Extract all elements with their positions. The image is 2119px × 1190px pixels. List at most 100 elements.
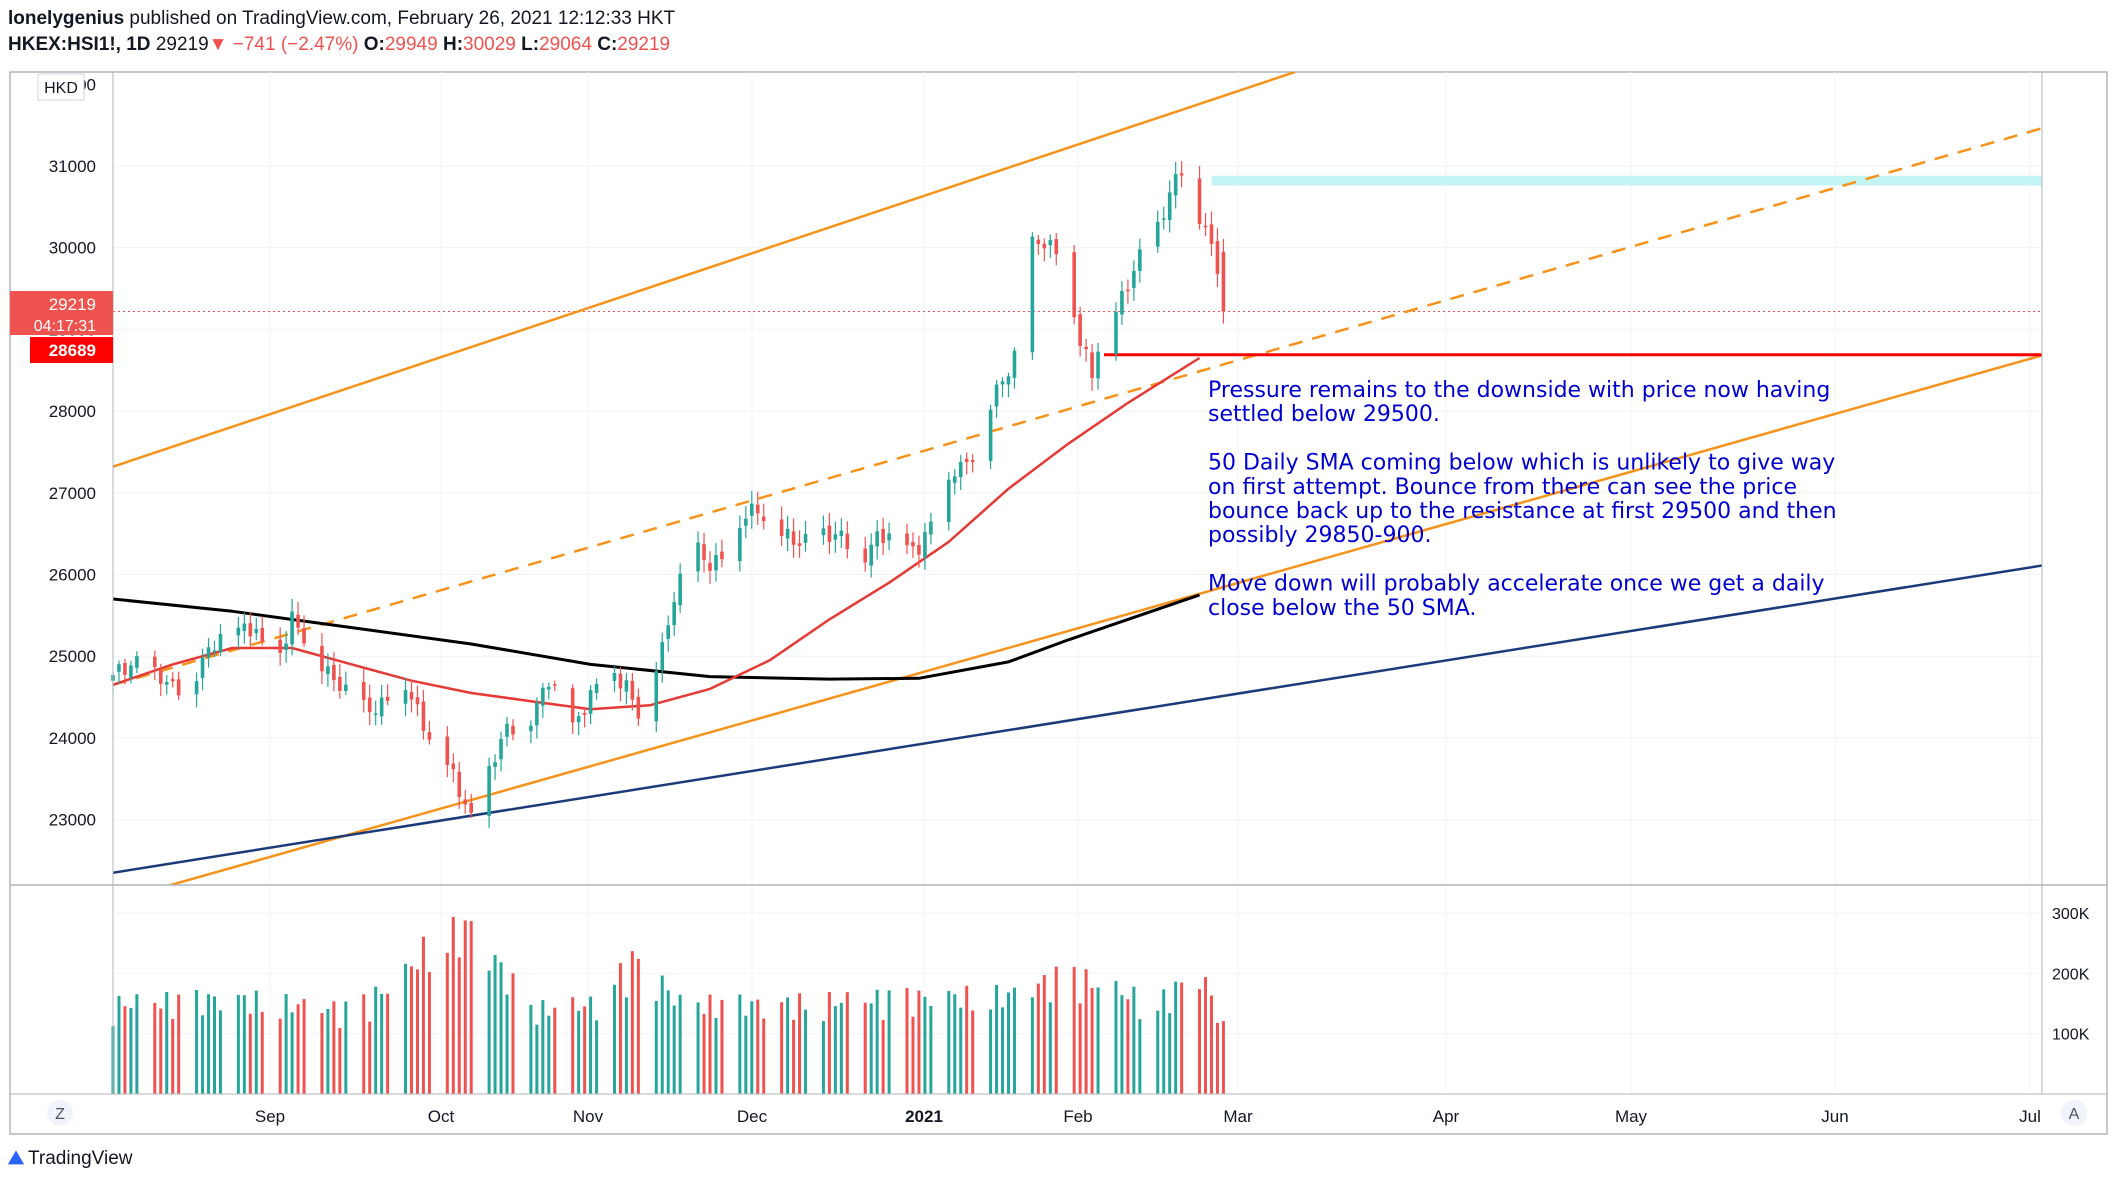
volume-bar <box>720 999 724 1094</box>
volume-bar <box>827 992 831 1094</box>
volume-bar <box>995 984 999 1094</box>
volume-bar <box>511 973 515 1094</box>
candle-body <box>714 554 718 571</box>
volume-bar <box>338 1028 342 1094</box>
candle-body <box>755 504 760 514</box>
annotation-line: 50 Daily SMA coming below which is unlik… <box>1208 451 1835 476</box>
candle-body <box>493 762 497 767</box>
candle-body <box>487 765 491 817</box>
candle-body <box>761 516 766 522</box>
annotation-line: settled below 29500. <box>1208 402 1440 427</box>
author-name[interactable]: lonelygenius <box>8 8 125 29</box>
candle-body <box>427 731 432 740</box>
candle-body <box>1048 240 1053 246</box>
volume-bar <box>201 1015 205 1094</box>
volume-bar <box>177 994 181 1094</box>
countdown-tag: 04:17:31 <box>34 318 96 335</box>
candle-body <box>797 543 802 546</box>
sma200-line <box>113 593 1200 681</box>
y-tick-label: 27000 <box>49 484 96 503</box>
volume-bar <box>833 1006 837 1094</box>
channel-mid-dashed-line <box>113 126 2042 687</box>
x-tick-label: Jun <box>1821 1107 1848 1126</box>
candle-body <box>827 525 832 542</box>
tradingview-logo[interactable]: ⛰ TradingView <box>8 1148 133 1170</box>
volume-bar <box>487 970 491 1094</box>
candle-body <box>552 684 557 686</box>
candle-body <box>135 656 139 668</box>
volume-bars <box>111 916 1225 1094</box>
candle-body <box>332 664 336 681</box>
volume-bar <box>666 990 670 1094</box>
symbol-label[interactable]: HKEX:HSI1!, 1D <box>8 34 151 55</box>
candle-body <box>1012 350 1017 378</box>
volume-bar <box>989 1009 993 1094</box>
volume-bar <box>410 966 413 1094</box>
x-tick-label: Oct <box>428 1107 455 1126</box>
candle-body <box>905 533 909 546</box>
candle-body <box>720 551 724 560</box>
x-tick-label: Mar <box>1223 1107 1253 1126</box>
candle-body <box>152 656 157 667</box>
trend-lines <box>113 72 2042 885</box>
volume-bar <box>195 990 199 1094</box>
candle-body <box>881 528 885 543</box>
volume-bar <box>947 991 951 1094</box>
volume-bar <box>708 994 712 1094</box>
candle-body <box>176 679 181 696</box>
channel-lower-line <box>166 354 2042 885</box>
volume-bar <box>792 1019 796 1094</box>
currency-badge[interactable] <box>37 73 85 101</box>
x-tick-label: Nov <box>573 1107 604 1126</box>
candle-body <box>242 623 247 631</box>
volume-bar <box>1042 975 1046 1094</box>
auto-scale-button[interactable] <box>2061 1100 2087 1126</box>
zoom-button[interactable] <box>47 1100 73 1126</box>
volume-bar <box>123 1006 127 1094</box>
volume-bar <box>117 995 121 1094</box>
publish-line: lonelygenius published on TradingView.co… <box>8 6 675 32</box>
volume-bar <box>577 1010 581 1094</box>
candle-body <box>1155 222 1160 247</box>
candle-body <box>129 665 133 678</box>
candle-body <box>1030 236 1035 353</box>
last-price-tag <box>10 291 113 335</box>
candle-body <box>875 531 879 547</box>
candle-body <box>505 723 509 737</box>
candle-body <box>457 771 462 797</box>
x-tick-label: 2021 <box>905 1107 943 1126</box>
volume-bar <box>302 999 306 1094</box>
volume-bar <box>618 963 622 1094</box>
candle-body <box>576 716 581 723</box>
volume-bar <box>260 1011 264 1094</box>
down-arrow-icon: ▼ <box>208 34 228 55</box>
candle-body <box>1132 270 1136 288</box>
volume-bar <box>660 975 664 1094</box>
volume-bar <box>762 1018 766 1094</box>
volume-bar <box>612 984 616 1094</box>
volume-bar <box>380 993 384 1094</box>
resistance-zone-rect <box>1211 175 2042 186</box>
volume-bar <box>1162 989 1166 1094</box>
candle-body <box>218 633 223 652</box>
volume-bar <box>284 994 288 1094</box>
volume-bar <box>493 955 497 1094</box>
candle-body <box>994 384 999 407</box>
annotation-line: close below the 50 SMA. <box>1208 596 1476 621</box>
candle-body <box>1203 225 1208 228</box>
candle-body <box>451 763 456 770</box>
volume-bar <box>1036 983 1040 1094</box>
candle-body <box>499 738 503 760</box>
volume-bar <box>630 951 634 1094</box>
candle-body <box>923 532 927 558</box>
volume-bar <box>332 1001 336 1094</box>
open-value: 29949 <box>384 34 438 55</box>
price-change: −741 (−2.47%) <box>232 34 359 55</box>
candle-body <box>1006 376 1011 385</box>
candle-body <box>570 688 575 723</box>
volume-bar <box>547 1015 551 1094</box>
last-price-tag-value: 29219 <box>49 295 96 314</box>
volume-bar <box>839 1002 843 1094</box>
volume-bar <box>463 920 467 1094</box>
